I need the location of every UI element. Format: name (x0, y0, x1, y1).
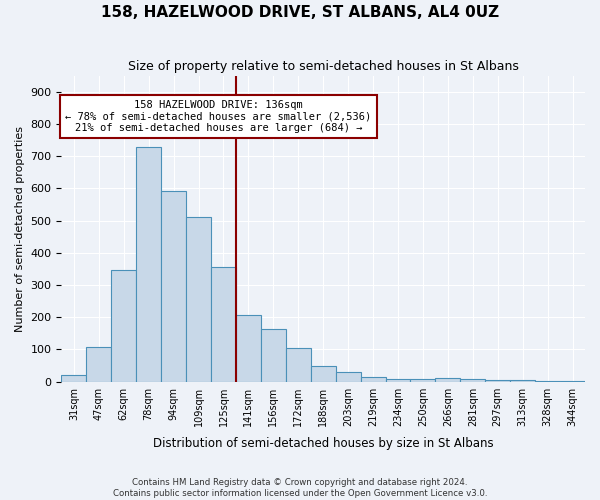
X-axis label: Distribution of semi-detached houses by size in St Albans: Distribution of semi-detached houses by … (153, 437, 494, 450)
Bar (436, 378, 460, 382)
Bar (286, 348, 311, 382)
Bar (136, 148, 161, 382)
Bar (460, 379, 485, 382)
Bar (386, 379, 410, 382)
Bar (186, 216, 211, 382)
Bar (535, 380, 560, 382)
Bar (335, 372, 361, 382)
Bar (161, 190, 186, 382)
Bar (560, 381, 585, 382)
Bar (261, 329, 286, 382)
Bar (510, 380, 535, 382)
Bar (361, 377, 386, 382)
Text: Contains HM Land Registry data © Crown copyright and database right 2024.
Contai: Contains HM Land Registry data © Crown c… (113, 478, 487, 498)
Bar (211, 268, 236, 382)
Bar (485, 380, 510, 382)
Bar (236, 315, 261, 382)
Bar (410, 380, 436, 382)
Text: 158, HAZELWOOD DRIVE, ST ALBANS, AL4 0UZ: 158, HAZELWOOD DRIVE, ST ALBANS, AL4 0UZ (101, 5, 499, 20)
Bar (61, 374, 86, 382)
Text: 158 HAZELWOOD DRIVE: 136sqm
← 78% of semi-detached houses are smaller (2,536)
21: 158 HAZELWOOD DRIVE: 136sqm ← 78% of sem… (65, 100, 371, 133)
Bar (311, 366, 335, 382)
Y-axis label: Number of semi-detached properties: Number of semi-detached properties (15, 126, 25, 332)
Bar (111, 270, 136, 382)
Title: Size of property relative to semi-detached houses in St Albans: Size of property relative to semi-detach… (128, 60, 518, 73)
Bar (86, 347, 111, 382)
